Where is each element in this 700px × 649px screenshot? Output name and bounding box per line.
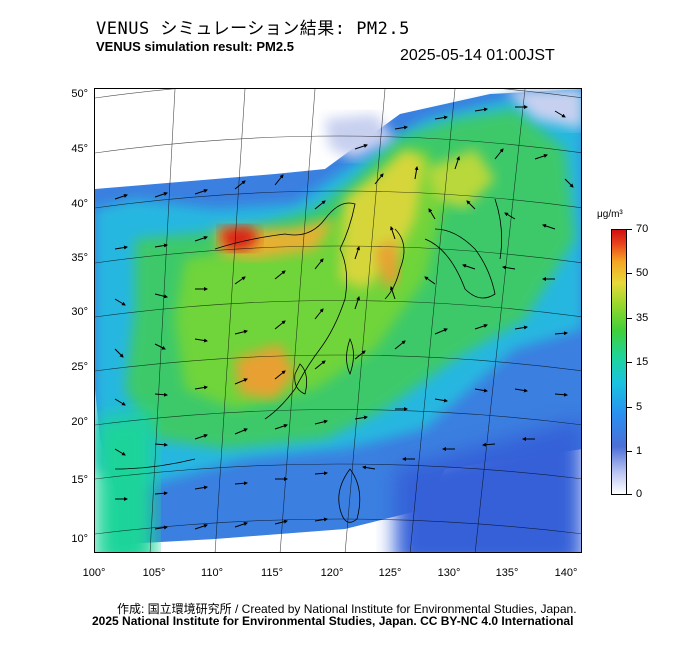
colorbar-unit: μg/m³ xyxy=(597,209,623,220)
license-line: 2025 National Institute for Environmenta… xyxy=(92,614,574,628)
lat-label-20: 20° xyxy=(71,416,88,428)
colorbar-label-70: 70 xyxy=(636,223,649,235)
lon-label-105: 105° xyxy=(142,567,166,579)
lat-label-25: 25° xyxy=(71,361,88,373)
coastlines xyxy=(114,198,503,523)
credit-line: 作成: 国立環境研究所 / Created by National Instit… xyxy=(117,602,577,616)
colorbar-tick-0 xyxy=(627,494,632,495)
lon-label-125: 125° xyxy=(378,567,402,579)
lon-label-110: 110° xyxy=(201,567,223,579)
wind-vectors xyxy=(114,105,574,530)
lat-label-50: 50° xyxy=(71,88,88,100)
lat-label-10: 10° xyxy=(71,533,88,545)
colorbar-tick-50 xyxy=(627,273,632,274)
concentration-field xyxy=(95,89,581,552)
lon-label-115: 115° xyxy=(261,567,283,579)
lat-label-35: 35° xyxy=(71,252,88,264)
lon-label-120: 120° xyxy=(320,567,344,579)
title-japanese: VENUS シミュレーション結果: PM2.5 xyxy=(96,19,410,39)
pm25-map xyxy=(94,88,582,553)
title-english: VENUS simulation result: PM2.5 xyxy=(96,39,294,54)
colorbar-tick-70 xyxy=(627,229,632,230)
colorbar-tick-35 xyxy=(627,318,632,319)
pm25-map-canvas xyxy=(95,89,581,552)
colorbar-label-1: 1 xyxy=(636,445,643,457)
colorbar-label-35: 35 xyxy=(636,312,649,324)
colorbar-tick-1 xyxy=(627,451,632,452)
graticule xyxy=(95,89,581,552)
timestamp: 2025-05-14 01:00JST xyxy=(400,47,555,64)
lon-label-100: 100° xyxy=(82,567,106,579)
lat-label-15: 15° xyxy=(71,474,88,486)
lat-label-40: 40° xyxy=(71,198,88,210)
colorbar-label-50: 50 xyxy=(636,267,649,279)
lat-label-45: 45° xyxy=(71,143,88,155)
colorbar xyxy=(611,229,627,495)
lat-label-30: 30° xyxy=(71,306,88,318)
colorbar-label-15: 15 xyxy=(636,356,649,368)
lon-label-140: 140° xyxy=(554,567,578,579)
colorbar-tick-15 xyxy=(627,362,632,363)
colorbar-tick-5 xyxy=(627,407,632,408)
lon-label-130: 130° xyxy=(437,567,461,579)
lon-label-135: 135° xyxy=(495,567,519,579)
colorbar-label-5: 5 xyxy=(636,401,643,413)
colorbar-label-0: 0 xyxy=(636,488,643,500)
